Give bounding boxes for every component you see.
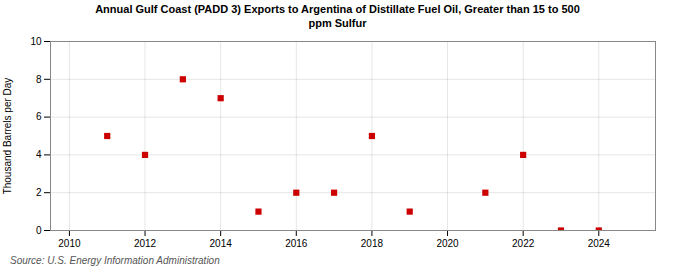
svg-text:6: 6 bbox=[36, 111, 42, 122]
svg-text:0: 0 bbox=[36, 224, 42, 235]
svg-text:2014: 2014 bbox=[210, 237, 233, 248]
svg-text:2020: 2020 bbox=[436, 237, 459, 248]
svg-text:2024: 2024 bbox=[588, 237, 611, 248]
svg-text:2022: 2022 bbox=[512, 237, 535, 248]
html-text:Source: U.S. Energy Informatio: Source: U.S. Energy Information Administ… bbox=[10, 254, 220, 266]
svg-text:2016: 2016 bbox=[285, 237, 308, 248]
svg-text:2010: 2010 bbox=[58, 237, 81, 248]
svg-text:2012: 2012 bbox=[134, 237, 157, 248]
svg-text:4: 4 bbox=[36, 149, 42, 160]
svg-text:8: 8 bbox=[36, 73, 42, 84]
html-text:Annual Gulf Coast (PADD 3) Exp: Annual Gulf Coast (PADD 3) Exports to Ar… bbox=[95, 3, 580, 29]
svg-text:2018: 2018 bbox=[361, 237, 384, 248]
svg-text:Thousand Barrels per Day: Thousand Barrels per Day bbox=[2, 77, 13, 194]
svg-text:2: 2 bbox=[36, 186, 42, 197]
svg-text:10: 10 bbox=[30, 35, 42, 46]
